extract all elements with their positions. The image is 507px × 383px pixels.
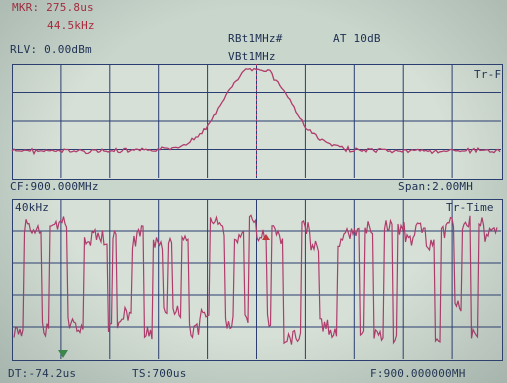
delta-marker-icon	[58, 350, 68, 358]
center-frequency-readout: CF:900.000MHz	[10, 180, 99, 193]
time-trace	[13, 214, 498, 345]
frequency-readout: F:900.000000MH	[370, 367, 466, 380]
time-scale-label: 40kHz	[15, 201, 50, 214]
marker-time-readout: MKR: 275.8us	[12, 1, 94, 14]
spectrum-trace	[11, 67, 501, 156]
vbw-readout: VBt1MHz	[228, 50, 276, 63]
time-marker-icon	[262, 234, 270, 240]
reference-level-readout: RLV: 0.00dBm	[10, 43, 92, 56]
marker-freq-readout: 44.5kHz	[47, 19, 95, 32]
sweep-time-readout: TS:700us	[132, 367, 187, 380]
attenuation-readout: AT 10dB	[333, 32, 381, 45]
delta-time-readout: DT:-74.2us	[8, 367, 77, 380]
spectrum-panel	[12, 64, 503, 180]
time-trace-label: Tr-Time	[446, 201, 494, 214]
rbw-readout: RBt1MHz#	[228, 32, 283, 45]
spectrum-trace-label: Tr-F	[474, 68, 502, 81]
span-readout: Span:2.00MH	[398, 180, 474, 193]
